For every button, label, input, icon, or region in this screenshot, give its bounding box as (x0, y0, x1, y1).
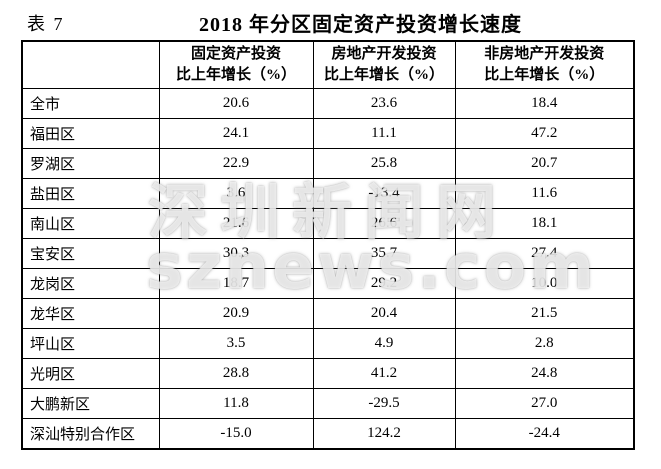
real-estate-value-cell: 4.9 (312, 328, 456, 359)
table-header: 固定资产投资 比上年增长（%） 房地产开发投资 比上年增长（%） 非房地产开发投… (21, 40, 635, 89)
district-name-cell: 罗湖区 (21, 148, 160, 179)
fixed-investment-value-cell: 24.1 (158, 118, 314, 149)
table-row: 坪山区 3.5 4.9 2.8 (21, 328, 635, 359)
real-estate-value-cell: 11.1 (312, 118, 456, 149)
district-name-cell: 龙华区 (21, 298, 160, 329)
header-cell-district (21, 40, 160, 89)
table-row: 龙华区 20.9 20.4 21.5 (21, 298, 635, 329)
table-body: 全市 20.6 23.6 18.4 福田区 24.1 11.1 47.2 罗湖区… (21, 88, 635, 450)
real-estate-value-cell: 26.6 (312, 208, 456, 239)
non-real-estate-value-cell: 18.1 (454, 208, 635, 239)
fixed-investment-value-cell: -15.0 (158, 418, 314, 450)
non-real-estate-value-cell: -24.4 (454, 418, 635, 450)
real-estate-value-cell: 25.8 (312, 148, 456, 179)
fixed-investment-value-cell: 20.6 (158, 88, 314, 119)
fixed-investment-value-cell: 3.5 (158, 328, 314, 359)
non-real-estate-value-cell: 2.8 (454, 328, 635, 359)
non-real-estate-value-cell: 11.6 (454, 178, 635, 209)
real-estate-value-cell: 29.2 (312, 268, 456, 299)
non-real-estate-value-cell: 10.0 (454, 268, 635, 299)
table-row: 盐田区 3.6 -13.4 11.6 (21, 178, 635, 209)
district-name-cell: 福田区 (21, 118, 160, 149)
table-row: 福田区 24.1 11.1 47.2 (21, 118, 635, 149)
non-real-estate-value-cell: 27.0 (454, 388, 635, 419)
fixed-investment-value-cell: 18.7 (158, 268, 314, 299)
table-row: 罗湖区 22.9 25.8 20.7 (21, 148, 635, 179)
table-number-label: 表 7 (27, 14, 65, 34)
non-real-estate-value-cell: 47.2 (454, 118, 635, 149)
real-estate-value-cell: 23.6 (312, 88, 456, 119)
table-row: 南山区 21.6 26.6 18.1 (21, 208, 635, 239)
fixed-investment-value-cell: 22.9 (158, 148, 314, 179)
fixed-investment-value-cell: 20.9 (158, 298, 314, 329)
table-row: 大鹏新区 11.8 -29.5 27.0 (21, 388, 635, 419)
header-cell-real-estate-investment: 房地产开发投资 比上年增长（%） (312, 40, 456, 89)
district-name-cell: 坪山区 (21, 328, 160, 359)
page-title: 2018 年分区固定资产投资增长速度 (199, 14, 522, 36)
table-row: 深汕特别合作区 -15.0 124.2 -24.4 (21, 418, 635, 450)
non-real-estate-value-cell: 24.8 (454, 358, 635, 389)
non-real-estate-value-cell: 18.4 (454, 88, 635, 119)
fixed-investment-value-cell: 3.6 (158, 178, 314, 209)
header-cell-fixed-investment: 固定资产投资 比上年增长（%） (158, 40, 314, 89)
fixed-investment-value-cell: 21.6 (158, 208, 314, 239)
table-row: 全市 20.6 23.6 18.4 (21, 88, 635, 119)
district-name-cell: 宝安区 (21, 238, 160, 269)
table-row: 龙岗区 18.7 29.2 10.0 (21, 268, 635, 299)
district-name-cell: 南山区 (21, 208, 160, 239)
table-row: 光明区 28.8 41.2 24.8 (21, 358, 635, 389)
non-real-estate-value-cell: 27.4 (454, 238, 635, 269)
real-estate-value-cell: 124.2 (312, 418, 456, 450)
investment-growth-table: 固定资产投资 比上年增长（%） 房地产开发投资 比上年增长（%） 非房地产开发投… (21, 40, 635, 450)
district-name-cell: 大鹏新区 (21, 388, 160, 419)
non-real-estate-value-cell: 21.5 (454, 298, 635, 329)
fixed-investment-value-cell: 11.8 (158, 388, 314, 419)
table-row: 宝安区 30.3 35.7 27.4 (21, 238, 635, 269)
real-estate-value-cell: -29.5 (312, 388, 456, 419)
fixed-investment-value-cell: 28.8 (158, 358, 314, 389)
header-cell-non-real-estate-investment: 非房地产开发投资 比上年增长（%） (454, 40, 635, 89)
district-name-cell: 龙岗区 (21, 268, 160, 299)
fixed-investment-value-cell: 30.3 (158, 238, 314, 269)
district-name-cell: 深汕特别合作区 (21, 418, 160, 450)
real-estate-value-cell: 35.7 (312, 238, 456, 269)
header-row: 固定资产投资 比上年增长（%） 房地产开发投资 比上年增长（%） 非房地产开发投… (21, 40, 635, 89)
district-name-cell: 全市 (21, 88, 160, 119)
real-estate-value-cell: -13.4 (312, 178, 456, 209)
real-estate-value-cell: 41.2 (312, 358, 456, 389)
district-name-cell: 光明区 (21, 358, 160, 389)
district-name-cell: 盐田区 (21, 178, 160, 209)
real-estate-value-cell: 20.4 (312, 298, 456, 329)
non-real-estate-value-cell: 20.7 (454, 148, 635, 179)
